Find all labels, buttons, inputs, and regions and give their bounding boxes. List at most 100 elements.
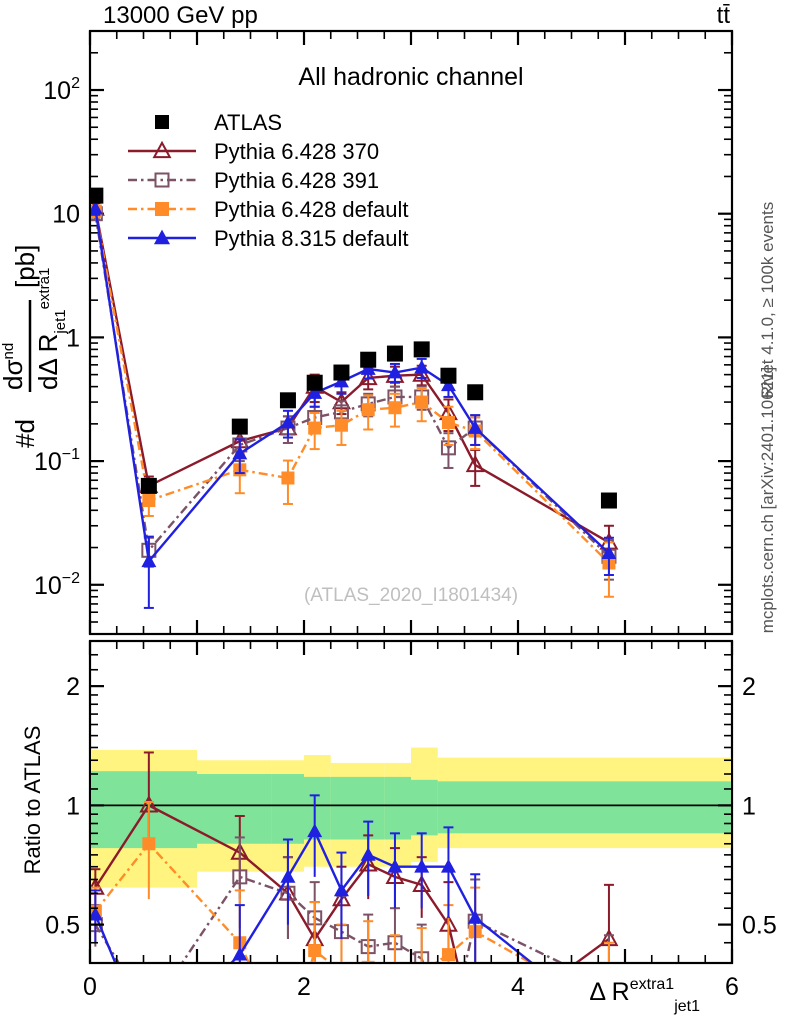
series-pythia-8-315-default [91, 200, 617, 609]
inner-uncertainty-band [357, 776, 385, 840]
ratio-series-line [94, 875, 563, 962]
ratio-data-layer [91, 747, 731, 962]
legend-marker [153, 229, 171, 245]
rivet-version-note: Rivet 4.1.0, ≥ 100k events [758, 202, 777, 398]
legend-label: Pythia 8.315 default [214, 226, 408, 251]
atlas-data-point [306, 374, 323, 391]
data-point-marker [281, 471, 295, 485]
atlas-data-point [386, 345, 403, 362]
ratio-data-point-marker [232, 946, 248, 961]
atlas-data-point [279, 392, 296, 409]
legend-item-pythia-6-428-370[interactable]: Pythia 6.428 370 [128, 139, 379, 164]
ratio-data-point-marker [414, 858, 430, 873]
ratio-y-tick-label-right: 0.5 [742, 912, 777, 940]
ratio-series-line [94, 803, 610, 962]
series-line [94, 213, 610, 558]
ylabel-prefix: #d [10, 419, 40, 448]
ratio-data-point-marker [441, 948, 455, 962]
ratio-data-point-marker [387, 858, 403, 873]
legend-marker [155, 115, 169, 129]
x-axis-tick-label: 0 [83, 973, 97, 1001]
inner-uncertainty-band [437, 781, 465, 834]
inner-uncertainty-band [91, 771, 197, 849]
ratio-series-pythia-8-315-default [91, 794, 533, 962]
legend-item-pythia-6-428-default[interactable]: Pythia 6.428 default [128, 197, 408, 222]
header-right-label: tt̄ [717, 2, 731, 29]
ratio-data-point-marker [280, 869, 296, 883]
inner-uncertainty-band [271, 774, 304, 844]
data-point-marker [441, 416, 455, 430]
ratio-y-tick-label: 0.5 [45, 912, 80, 940]
legend-label: ATLAS [214, 110, 282, 135]
data-point-marker [91, 200, 103, 215]
ratio-y-tick-label-right: 1 [742, 792, 756, 820]
atlas-data-point [333, 364, 350, 381]
series-atlas [91, 187, 617, 509]
atlas-data-point [467, 384, 484, 401]
legend-item-pythia-6-428-391[interactable]: Pythia 6.428 391 [128, 168, 379, 193]
ratio-plot-panel: 2 2 1 1 0.5 0.5 0 2 4 6 [45, 639, 777, 1001]
ylabel-unit: [pb] [10, 245, 40, 288]
data-point-marker [280, 414, 296, 429]
ratio-y-axis-label: Ratio to ATLAS [20, 726, 45, 875]
data-point-marker [440, 377, 456, 392]
legend-marker [152, 140, 172, 159]
legend[interactable]: ATLAS Pythia 6.428 370 Pythia 6.428 391 Pyt… [128, 110, 408, 251]
ratio-data-point-marker [440, 858, 456, 873]
legend-marker [155, 202, 169, 216]
data-point-marker [467, 420, 483, 434]
legend-marker [154, 172, 170, 188]
series-line [94, 208, 610, 565]
uncertainty-bands [91, 747, 731, 888]
ratio-y-tick-label-right: 2 [742, 673, 756, 701]
ratio-data-point-marker [307, 823, 323, 838]
x-axis-tick-label: 6 [725, 973, 739, 1001]
x-axis-tick-label: 2 [297, 973, 311, 1001]
atlas-data-point [360, 351, 377, 368]
atlas-data-point [91, 187, 104, 204]
inner-uncertainty-band [197, 774, 272, 844]
main-data-layer [91, 187, 619, 609]
page-title: All hadronic channel [298, 63, 523, 91]
ratio-data-point-marker [232, 869, 248, 885]
ratio-data-point-marker [333, 882, 349, 897]
data-point-marker [142, 494, 156, 508]
main-y-tick-label: 10 [52, 201, 80, 229]
legend-label: Pythia 6.428 default [214, 197, 408, 222]
legend-label: Pythia 6.428 391 [214, 168, 379, 193]
inner-uncertainty-band [411, 779, 438, 836]
ratio-series-line [94, 828, 533, 962]
ratio-data-point-marker [142, 837, 156, 851]
x-axis-tick-label: 4 [511, 973, 525, 1001]
ratio-data-point-marker [360, 847, 376, 861]
data-point-marker [387, 364, 403, 379]
legend-item-pythia-8-315-default[interactable]: Pythia 8.315 default [128, 226, 408, 251]
data-point-marker [414, 359, 430, 374]
data-point-marker [307, 385, 323, 399]
data-point-marker [412, 364, 432, 382]
ratio-data-point-marker [308, 944, 322, 958]
data-point-marker [334, 418, 348, 432]
data-point-marker [388, 401, 402, 415]
atlas-data-point [231, 418, 248, 435]
ratio-y-tick-label: 1 [66, 792, 80, 820]
data-point-marker [465, 454, 485, 473]
inner-uncertainty-band [464, 781, 731, 834]
legend-item-atlas[interactable]: ATLAS [155, 110, 282, 135]
ratio-data-point-marker [361, 960, 375, 962]
atlas-data-point [413, 341, 430, 358]
data-point-marker [361, 403, 375, 417]
inner-uncertainty-band [384, 776, 411, 840]
inner-uncertainty-band [330, 776, 358, 840]
atlas-data-point [600, 492, 617, 509]
header-left-label: 13000 GeV pp [103, 2, 258, 29]
data-point-marker [232, 445, 248, 460]
mcplots-source-note: mcplots.cern.ch [arXiv:2401.10621] [758, 367, 777, 633]
ratio-data-point-marker [91, 906, 103, 921]
data-point-marker [358, 367, 378, 386]
main-y-tick-label: 1 [66, 324, 80, 352]
atlas-data-point [140, 477, 157, 494]
legend-label: Pythia 6.428 370 [214, 139, 379, 164]
